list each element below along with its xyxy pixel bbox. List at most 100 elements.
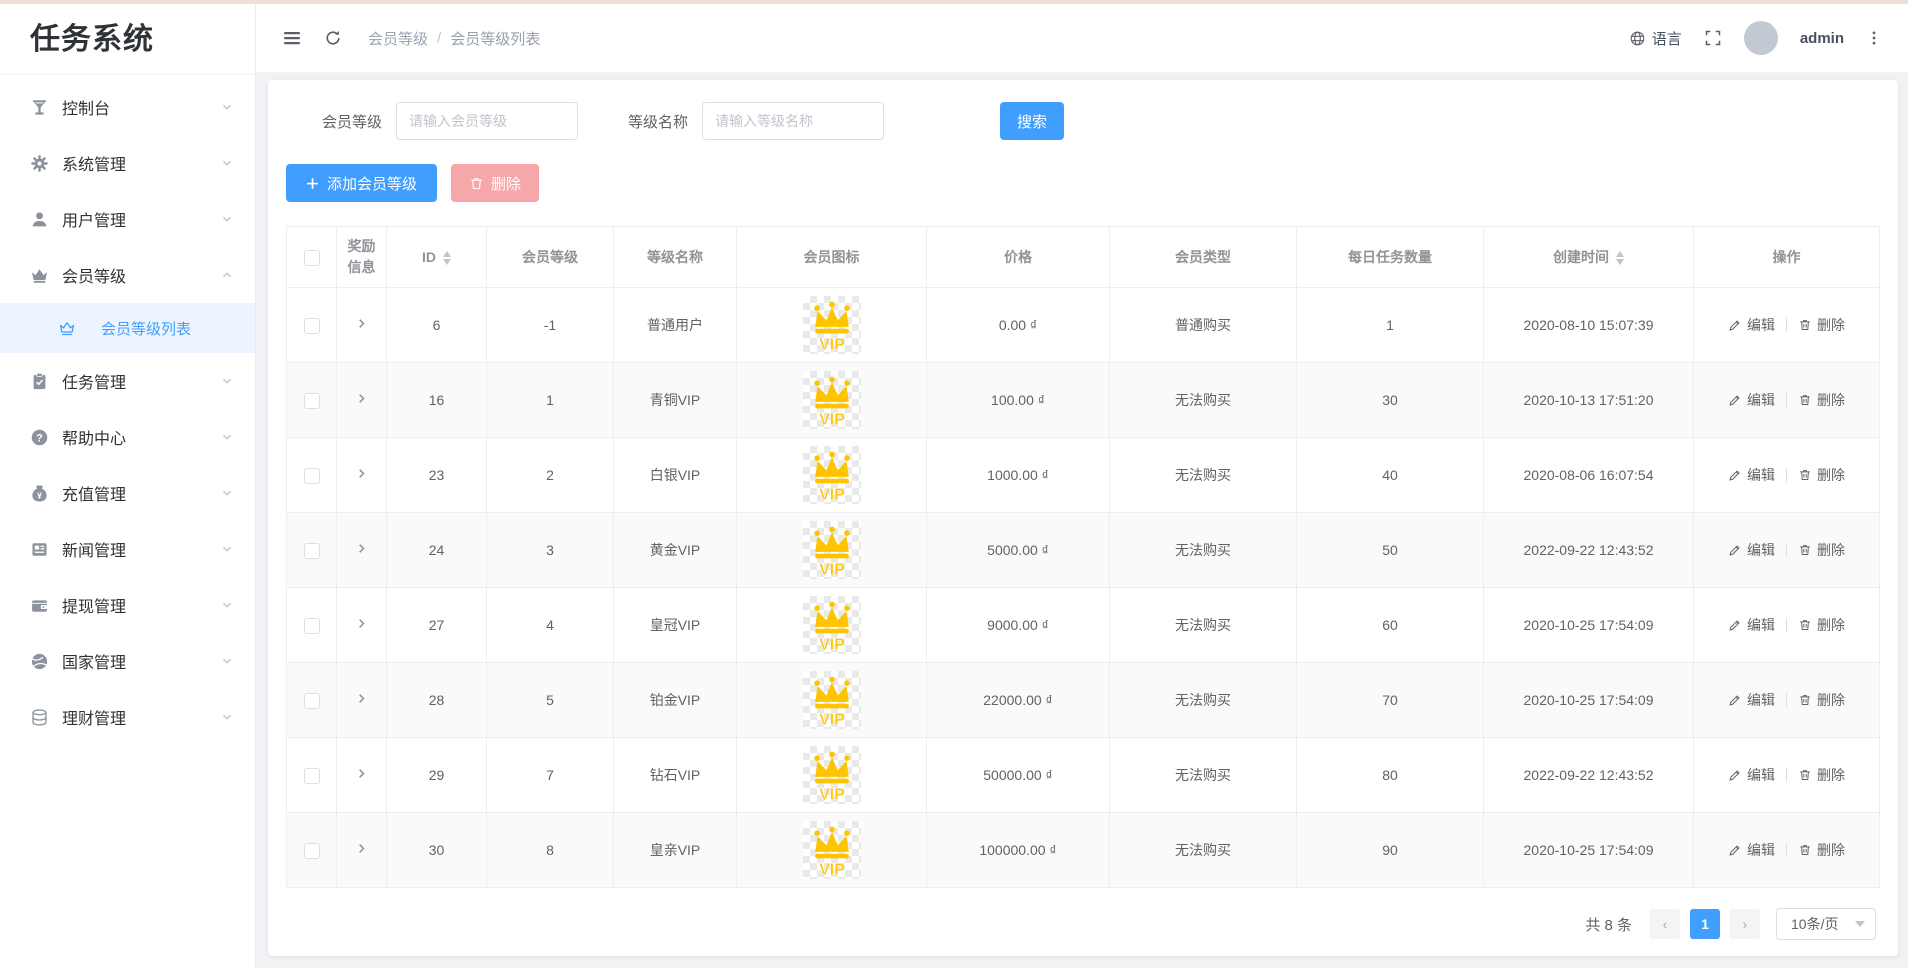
delete-label: 删除 xyxy=(1817,767,1845,783)
row-checkbox-cell xyxy=(286,512,337,588)
edit-row-button[interactable]: 编辑 xyxy=(1728,615,1775,635)
sidebar-item-help[interactable]: ? 帮助中心 xyxy=(0,409,255,465)
add-member-level-button[interactable]: 添加会员等级 xyxy=(286,164,438,202)
row-checkbox[interactable] xyxy=(303,542,320,559)
row-vip-icon-cell: VIP xyxy=(736,662,927,738)
edit-row-button[interactable]: 编辑 xyxy=(1728,690,1775,710)
delete-row-button[interactable]: 删除 xyxy=(1798,615,1845,635)
sort-asc-caret xyxy=(1616,250,1624,257)
level-name-input[interactable] xyxy=(702,102,885,140)
language-switcher[interactable]: 语言 xyxy=(1629,28,1682,49)
sort-icon[interactable] xyxy=(1616,250,1624,265)
row-checkbox[interactable] xyxy=(303,842,320,859)
edit-label: 编辑 xyxy=(1747,392,1775,408)
member-level-input[interactable] xyxy=(396,102,579,140)
edit-row-button[interactable]: 编辑 xyxy=(1728,840,1775,860)
sidebar-subitem-label: 会员等级列表 xyxy=(101,320,192,338)
chevron-down-icon xyxy=(221,213,233,225)
row-checkbox[interactable] xyxy=(303,467,320,484)
expand-row-icon[interactable] xyxy=(355,467,368,480)
kebab-menu-icon[interactable] xyxy=(1866,30,1882,46)
sidebar-item-withdraw[interactable]: 提现管理 xyxy=(0,577,255,633)
delete-row-button[interactable]: 删除 xyxy=(1798,465,1845,485)
pagination-next-button[interactable]: › xyxy=(1730,909,1760,939)
row-checkbox-cell xyxy=(286,287,337,363)
breadcrumb-item[interactable]: 会员等级 xyxy=(368,30,429,48)
row-id: 24 xyxy=(386,512,487,588)
delete-row-button[interactable]: 删除 xyxy=(1798,540,1845,560)
edit-row-button[interactable]: 编辑 xyxy=(1728,765,1775,785)
globe-icon xyxy=(30,652,49,671)
row-checkbox[interactable] xyxy=(303,317,320,334)
row-checkbox[interactable] xyxy=(303,392,320,409)
delete-row-button[interactable]: 删除 xyxy=(1798,315,1845,335)
search-button[interactable]: 搜索 xyxy=(1000,102,1065,140)
delete-row-button[interactable]: 删除 xyxy=(1798,690,1845,710)
avatar[interactable] xyxy=(1743,21,1778,55)
expand-row-icon[interactable] xyxy=(355,317,368,330)
fullscreen-icon[interactable] xyxy=(1704,29,1722,47)
page-size-select[interactable]: 10条/页 xyxy=(1776,908,1876,940)
table-header-cell: ID xyxy=(386,226,487,288)
row-level-name: 皇亲VIP xyxy=(613,812,737,888)
svg-text:VIP: VIP xyxy=(819,636,845,653)
filter-row: 会员等级 等级名称 搜索 xyxy=(286,102,1880,140)
sidebar-item-member-level-list[interactable]: 会员等级列表 xyxy=(0,303,255,353)
chevron-up-icon xyxy=(221,269,233,281)
sort-icon[interactable] xyxy=(443,250,451,265)
row-daily-tasks: 50 xyxy=(1296,512,1484,588)
edit-label: 编辑 xyxy=(1747,467,1775,483)
chevron-down-icon xyxy=(221,655,233,667)
sidebar-item-member-level[interactable]: 会员等级 xyxy=(0,247,255,303)
row-created-time: 2020-10-13 17:51:20 xyxy=(1483,362,1694,438)
delete-button[interactable]: 删除 xyxy=(451,164,540,202)
expand-row-icon[interactable] xyxy=(355,767,368,780)
topbar: 会员等级 / 会员等级列表 语言 admin xyxy=(256,4,1908,72)
edit-row-button[interactable]: 编辑 xyxy=(1728,540,1775,560)
edit-row-button[interactable]: 编辑 xyxy=(1728,465,1775,485)
sidebar-item-news[interactable]: 新闻管理 xyxy=(0,521,255,577)
sidebar-item-tasks[interactable]: 任务管理 xyxy=(0,353,255,409)
expand-row-icon[interactable] xyxy=(355,842,368,855)
pagination-page-1[interactable]: 1 xyxy=(1690,909,1720,939)
row-checkbox[interactable] xyxy=(303,617,320,634)
row-level: 4 xyxy=(486,587,614,663)
reward-info-cell xyxy=(336,437,387,513)
select-all-checkbox[interactable] xyxy=(303,249,320,266)
sidebar-item-users[interactable]: 用户管理 xyxy=(0,191,255,247)
edit-row-button[interactable]: 编辑 xyxy=(1728,390,1775,410)
sidebar-item-console[interactable]: 控制台 xyxy=(0,79,255,135)
row-price: 100.00 ₫ xyxy=(926,362,1110,438)
row-actions-cell: 编辑 删除 xyxy=(1693,437,1880,513)
sidebar-item-system[interactable]: 系统管理 xyxy=(0,135,255,191)
hamburger-icon[interactable] xyxy=(282,28,302,48)
pagination-prev-button[interactable]: ‹ xyxy=(1650,909,1680,939)
delete-row-button[interactable]: 删除 xyxy=(1798,390,1845,410)
row-actions-cell: 编辑 删除 xyxy=(1693,812,1880,888)
wallet-icon xyxy=(30,596,49,615)
breadcrumb-separator: / xyxy=(437,29,442,47)
sidebar-item-label: 理财管理 xyxy=(62,711,127,728)
sidebar-item-country[interactable]: 国家管理 xyxy=(0,633,255,689)
table-row: 28 5 铂金VIP VIP 22000.00 ₫ 无法购买 70 2020-10-25 17… xyxy=(286,662,1880,738)
delete-row-button[interactable]: 删除 xyxy=(1798,765,1845,785)
table-header-cell: 等级名称 xyxy=(613,226,737,288)
language-label: 语言 xyxy=(1651,30,1682,48)
row-checkbox-cell xyxy=(286,662,337,738)
trash-icon xyxy=(1798,843,1812,857)
expand-row-icon[interactable] xyxy=(355,542,368,555)
row-level-name: 钻石VIP xyxy=(613,737,737,813)
row-actions-cell: 编辑 删除 xyxy=(1693,287,1880,363)
expand-row-icon[interactable] xyxy=(355,617,368,630)
expand-row-icon[interactable] xyxy=(355,692,368,705)
row-checkbox[interactable] xyxy=(303,767,320,784)
table-row: 23 2 白银VIP VIP 1000.00 ₫ 无法购买 40 2020-08-06 16:… xyxy=(286,437,1880,513)
expand-row-icon[interactable] xyxy=(355,392,368,405)
delete-row-button[interactable]: 删除 xyxy=(1798,840,1845,860)
edit-row-button[interactable]: 编辑 xyxy=(1728,315,1775,335)
refresh-icon[interactable] xyxy=(324,29,342,47)
edit-label: 编辑 xyxy=(1747,317,1775,333)
row-checkbox[interactable] xyxy=(303,692,320,709)
sidebar-item-recharge[interactable]: ¥ 充值管理 xyxy=(0,465,255,521)
sidebar-item-finance[interactable]: 理财管理 xyxy=(0,689,255,745)
